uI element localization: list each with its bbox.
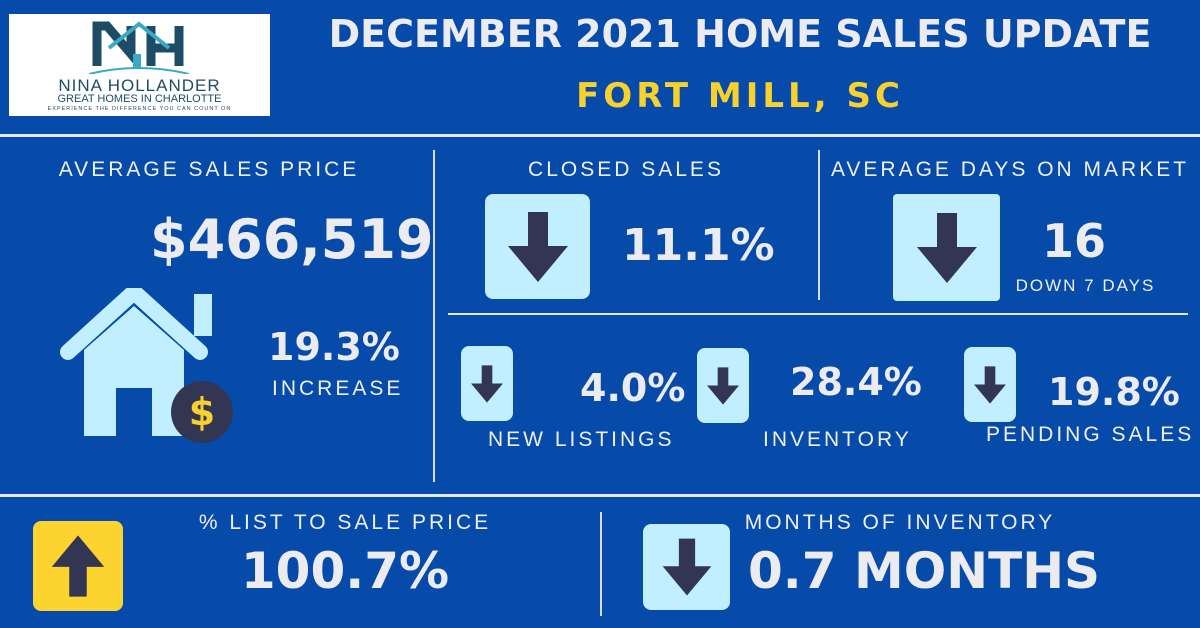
logo-tagline: GREAT HOMES IN CHARLOTTE: [57, 93, 222, 105]
new-listings-value: 4.0%: [580, 366, 686, 410]
divider: [0, 494, 1200, 497]
closed-sales-label: CLOSED SALES: [528, 158, 724, 181]
up-arrow-icon: [33, 521, 123, 611]
divider: [433, 150, 435, 482]
months-inventory-label: MONTHS OF INVENTORY: [744, 511, 1056, 534]
logo-house-icon: [89, 21, 189, 74]
down-arrow-icon: [643, 524, 730, 610]
months-inventory-value: 0.7 MONTHS: [748, 542, 1101, 600]
logo: NINA HOLLANDER GREAT HOMES IN CHARLOTTE …: [9, 14, 270, 116]
divider: [600, 512, 602, 616]
down-arrow-icon: [893, 194, 1000, 301]
new-listings-label: NEW LISTINGS: [488, 428, 675, 451]
divider: [818, 150, 820, 300]
list-to-sale-label: % LIST TO SALE PRICE: [198, 511, 492, 534]
down-arrow-icon: [697, 348, 749, 423]
list-to-sale-value: 100.7%: [240, 542, 450, 600]
divider: [0, 134, 1200, 137]
house-icon: [60, 288, 212, 436]
down-arrow-icon: [964, 347, 1016, 422]
inventory-value: 28.4%: [790, 360, 922, 404]
pending-sales-label: PENDING SALES: [986, 423, 1195, 446]
location: FORT MILL, SC: [576, 76, 904, 116]
avg-price-change: 19.3%: [268, 325, 400, 369]
pending-sales-value: 19.8%: [1048, 370, 1180, 414]
logo-slogan: EXPERIENCE THE DIFFERENCE YOU CAN COUNT …: [47, 106, 232, 112]
divider: [448, 313, 1188, 315]
avg-price-label: AVERAGE SALES PRICE: [58, 158, 360, 181]
inventory-label: INVENTORY: [763, 428, 912, 451]
closed-sales-value: 11.1%: [622, 220, 775, 271]
dollar-icon: $: [171, 381, 233, 443]
logo-name: NINA HOLLANDER: [58, 76, 221, 95]
page-title: DECEMBER 2021 HOME SALES UPDATE: [328, 12, 1152, 56]
down-arrow-icon: [461, 346, 513, 421]
days-on-market-sub: DOWN 7 DAYS: [1015, 276, 1156, 295]
days-on-market-label: AVERAGE DAYS ON MARKET: [830, 158, 1190, 181]
down-arrow-icon: [485, 194, 590, 299]
avg-price-value: $466,519: [150, 208, 434, 271]
avg-price-change-label: INCREASE: [272, 377, 404, 400]
days-on-market-value: 16: [1041, 214, 1106, 268]
